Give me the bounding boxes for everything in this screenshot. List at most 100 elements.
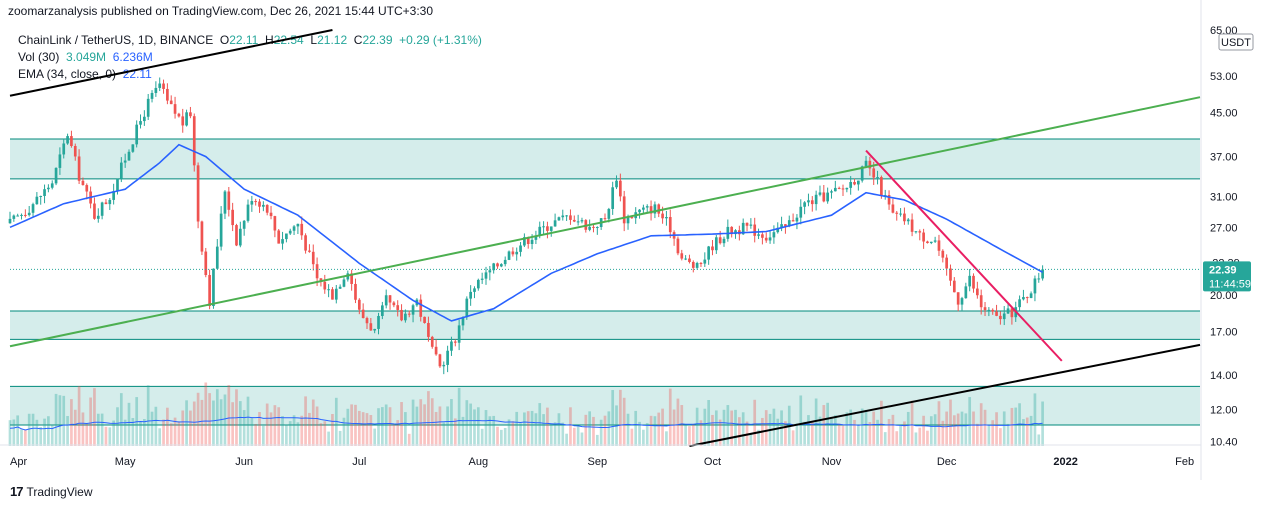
candle-body xyxy=(262,204,265,207)
candle-body xyxy=(77,156,81,181)
volume-bar xyxy=(35,419,39,446)
volume-bar xyxy=(200,399,204,446)
tradingview-footer[interactable]: 17 TradingView xyxy=(10,484,93,499)
time-tick-label: Jun xyxy=(235,456,253,468)
candle-body xyxy=(764,237,768,241)
candle-body xyxy=(365,318,369,324)
volume-bar xyxy=(1033,393,1037,446)
volume-bar xyxy=(1018,403,1021,446)
candle-body xyxy=(189,112,192,117)
volume-bar xyxy=(910,400,914,446)
candle-body xyxy=(227,191,231,210)
candle-body xyxy=(565,215,568,217)
volume-bar xyxy=(764,410,768,446)
candle-body xyxy=(384,295,388,306)
legend-ema-label[interactable]: EMA (34, close, 0) xyxy=(18,67,117,81)
candle-body xyxy=(1037,278,1041,280)
candle-body xyxy=(381,305,384,316)
candle-body xyxy=(784,224,787,227)
time-tick-label: Nov xyxy=(822,456,842,468)
volume-bar xyxy=(603,415,607,446)
candle-body xyxy=(768,237,772,241)
volume-bar xyxy=(991,420,995,446)
volume-bar xyxy=(500,429,503,446)
candle-body xyxy=(62,143,66,155)
time-tick-label: Dec xyxy=(937,456,957,468)
currency-box[interactable] xyxy=(1218,33,1254,51)
candle-body xyxy=(457,325,461,343)
volume-bar xyxy=(177,421,181,446)
candle-body xyxy=(139,121,142,125)
volume-bar xyxy=(189,410,192,446)
volume-bar xyxy=(784,421,787,446)
volume-bar xyxy=(384,404,388,446)
volume-bar xyxy=(741,412,745,446)
volume-bar xyxy=(1041,401,1044,446)
trendline-red[interactable] xyxy=(865,149,1063,362)
trendline-black-upper[interactable] xyxy=(9,29,333,97)
legend-symbol-row: ChainLink / TetherUS, 1D, BINANCE O22.11… xyxy=(18,32,482,49)
volume-bar xyxy=(73,409,77,446)
candle-body xyxy=(937,240,941,251)
volume-bar xyxy=(442,422,446,446)
volume-bar xyxy=(480,428,484,446)
volume-bar xyxy=(822,405,826,446)
trendline-green[interactable] xyxy=(9,96,1201,348)
candle-body xyxy=(538,226,542,236)
candle-body xyxy=(254,201,258,203)
candle-body xyxy=(1006,308,1010,314)
legend-close: 22.39 xyxy=(362,33,393,47)
volume-bar xyxy=(945,411,948,446)
candle-body xyxy=(235,225,238,246)
volume-ma-line xyxy=(9,416,1043,431)
volume-bar xyxy=(626,413,630,446)
candle-body xyxy=(826,192,829,202)
legend-volume-label[interactable]: Vol (30) xyxy=(18,50,60,64)
candle-body xyxy=(860,166,864,181)
volume-bar xyxy=(70,399,73,446)
volume-bar xyxy=(204,382,208,446)
volume-bar xyxy=(642,429,645,446)
trendline-black-lower[interactable] xyxy=(689,343,1201,447)
volume-bar xyxy=(810,421,814,446)
published-line: zoomarzanalysis published on TradingView… xyxy=(8,4,434,18)
volume-bar xyxy=(799,395,803,446)
candle-body xyxy=(576,221,580,223)
trendlines xyxy=(9,29,1201,447)
candle-body xyxy=(158,83,162,88)
volume-bar xyxy=(277,407,281,446)
legend-symbol[interactable]: ChainLink / TetherUS, 1D, BINANCE xyxy=(18,33,214,47)
volume-bar xyxy=(1025,417,1029,446)
candle-body xyxy=(833,187,837,192)
candle-body xyxy=(945,257,948,269)
volume-bar xyxy=(542,414,545,446)
price-axis[interactable]: 10.40 12.00 14.00 17.00 20.00 27.00 31.00 37.00… xyxy=(1210,25,1238,449)
candle-body xyxy=(469,291,472,299)
volume-bar xyxy=(845,412,849,446)
candle-body xyxy=(857,180,860,185)
candle-body xyxy=(995,311,998,316)
volume-bar xyxy=(265,403,269,446)
volume-bar xyxy=(565,433,568,446)
time-tick-label: Sep xyxy=(588,456,608,468)
candle-body xyxy=(327,289,330,291)
candle-body xyxy=(296,223,300,227)
volume-bar xyxy=(572,427,576,446)
candle-body xyxy=(906,219,910,222)
candle-body xyxy=(1041,269,1044,279)
candle-body xyxy=(169,100,173,105)
volume-bar xyxy=(39,427,43,446)
volume-bar xyxy=(711,414,714,446)
time-axis[interactable]: Apr May Jun Jul Aug Sep Oct Nov Dec 2022 Feb xyxy=(10,456,1194,468)
candle-body xyxy=(43,189,46,196)
candle-body xyxy=(411,305,415,315)
volume-bar xyxy=(12,419,16,446)
volume-bar xyxy=(1002,411,1006,446)
candle-body xyxy=(622,196,626,224)
candle-body xyxy=(1018,299,1021,308)
volume-bar xyxy=(937,401,941,446)
volume-bar xyxy=(381,407,384,446)
candle-body xyxy=(288,230,292,234)
candle-body xyxy=(949,268,952,281)
